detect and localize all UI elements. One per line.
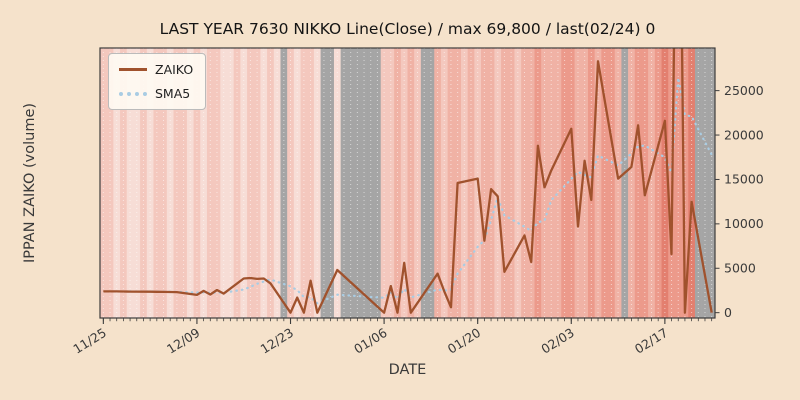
x-tick-label: 11/25 — [70, 325, 109, 357]
x-tick-label: 01/20 — [445, 325, 484, 357]
chart-title: LAST YEAR 7630 NIKKO Line(Close) / max 6… — [159, 20, 656, 38]
legend-label-zaiko: ZAIKO — [155, 62, 194, 77]
y-tick-label: 20000 — [724, 127, 764, 142]
x-tick-label: 01/06 — [351, 325, 390, 357]
legend-label-sma5: SMA5 — [155, 86, 191, 101]
x-tick-label: 12/09 — [164, 325, 203, 357]
x-tick-label: 12/23 — [258, 325, 297, 357]
sma5-line-swatch — [119, 91, 147, 96]
x-tick-label: 02/03 — [538, 325, 577, 357]
zaiko-line — [103, 48, 713, 314]
y-tick-label: 5000 — [724, 261, 756, 276]
y-axis-label: IPPAN ZAIKO (volume) — [22, 102, 38, 264]
legend: ZAIKO SMA5 — [108, 53, 207, 110]
sma5-line — [129, 77, 713, 305]
x-ticks: 11/25 12/09 12/23 01/06 01/20 02/03 02/17 — [70, 318, 713, 357]
axes-frame — [99, 47, 716, 319]
x-axis-label: DATE — [388, 362, 427, 378]
y-tick-label: 10000 — [724, 216, 764, 231]
legend-item-zaiko: ZAIKO — [119, 62, 193, 77]
y-tick-label: 15000 — [724, 172, 764, 187]
y-tick-label: 25000 — [724, 83, 764, 98]
x-tick-label: 02/17 — [632, 325, 671, 357]
y-tick-label: 0 — [724, 305, 732, 320]
zaiko-line-swatch — [119, 68, 147, 71]
legend-item-sma5: SMA5 — [119, 86, 193, 101]
y-ticks: 0 5000 10000 15000 20000 25000 — [715, 83, 764, 320]
